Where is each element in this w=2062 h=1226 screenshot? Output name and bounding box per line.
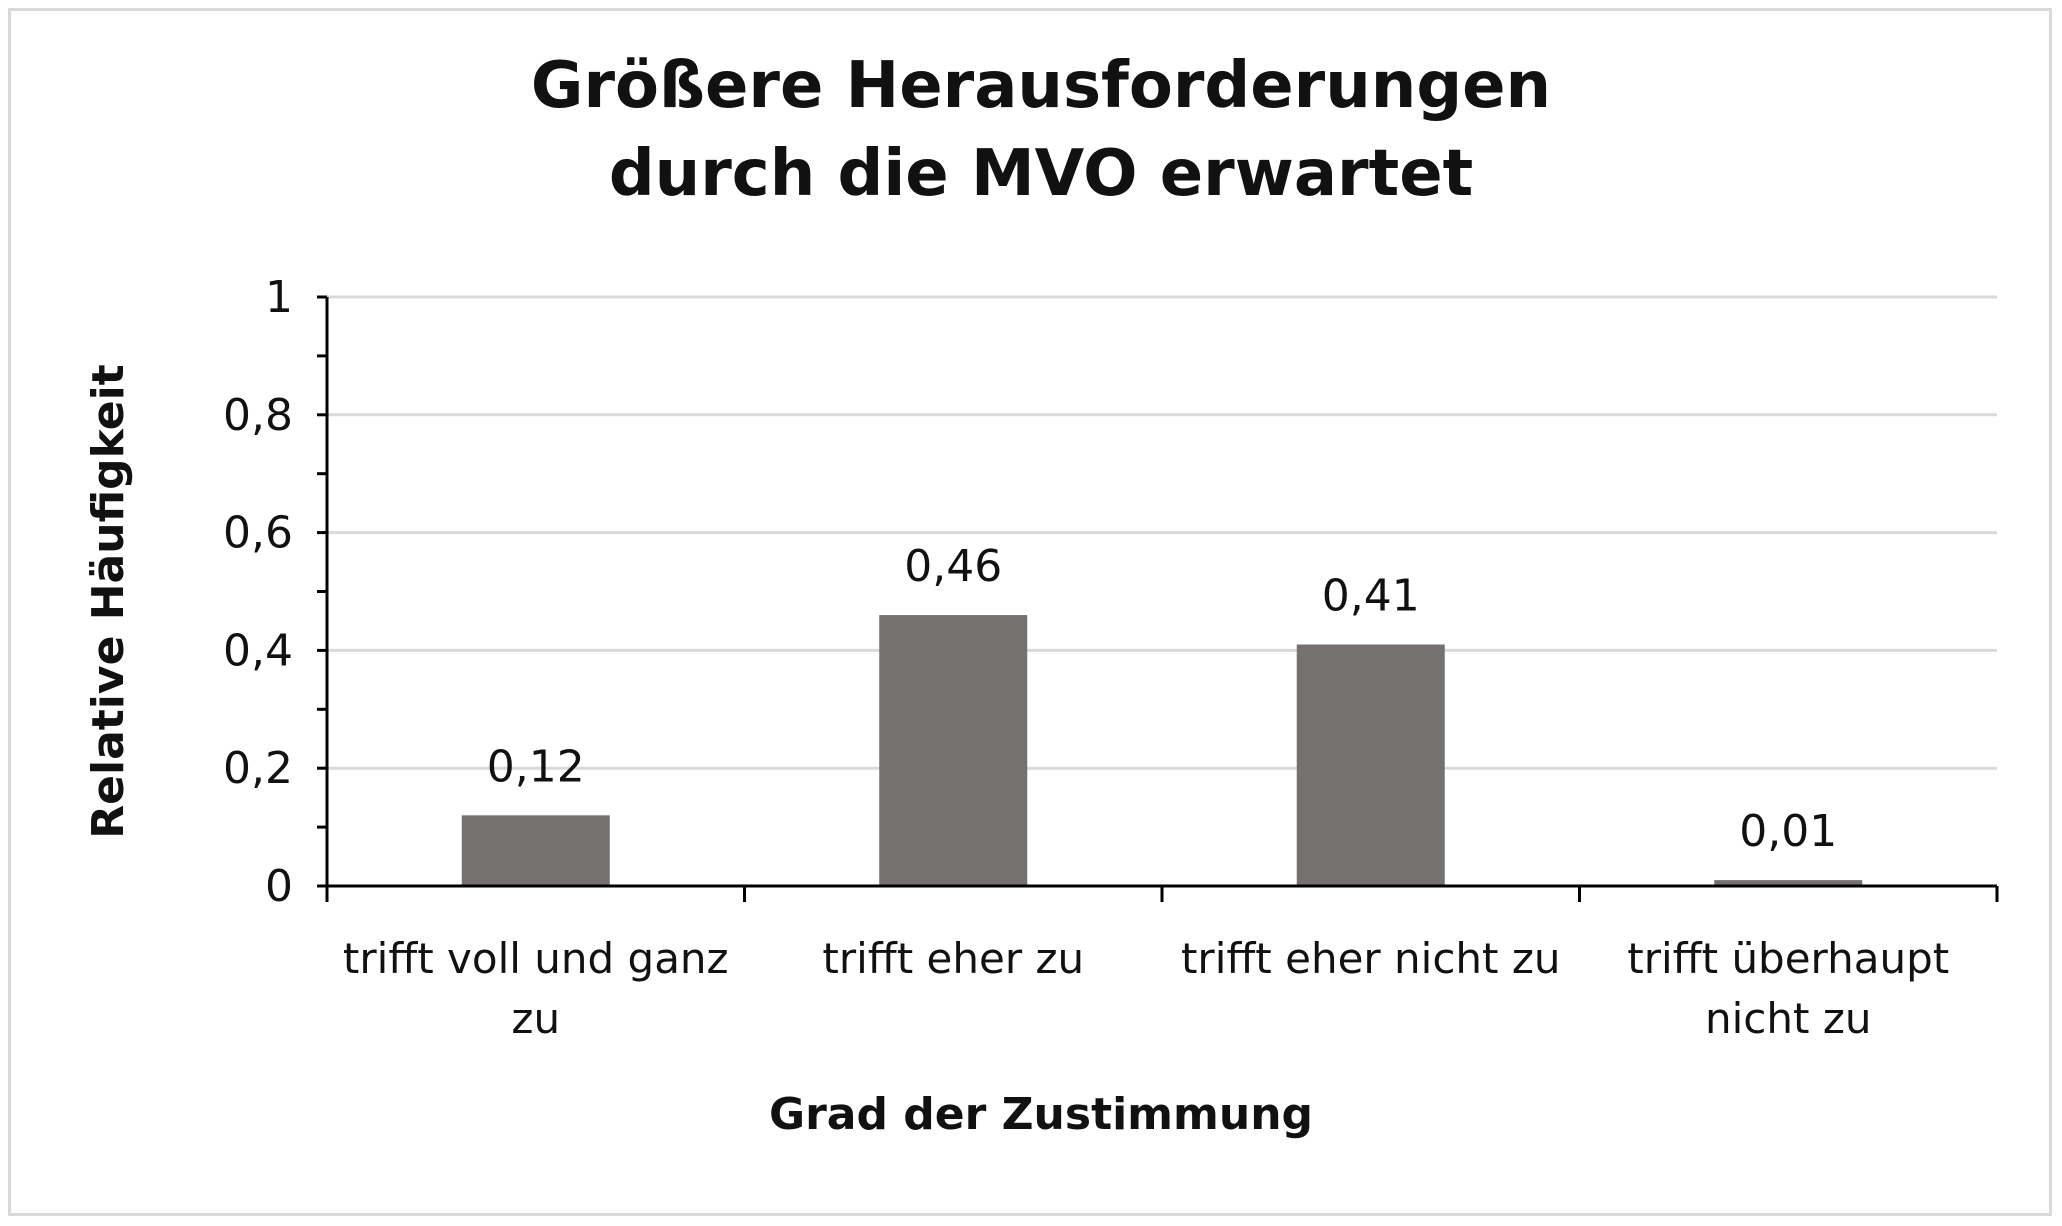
y-tick-label: 0,2 (223, 743, 293, 794)
y-tick-labels: 0 0,2 0,4 0,6 0,8 1 (223, 272, 293, 912)
y-tick-label: 1 (265, 272, 293, 323)
x-category-label: trifft eher nicht zu (1181, 934, 1561, 983)
x-category-label: trifft voll und ganz (343, 934, 729, 983)
y-tick-label: 0,8 (223, 390, 293, 441)
axes (317, 295, 1999, 902)
x-category-label: nicht zu (1705, 994, 1871, 1043)
y-tick-label: 0,6 (223, 508, 293, 559)
bar-chart: Größere Herausforderungen durch die MVO e… (83, 49, 1999, 1140)
data-label: 0,12 (487, 741, 585, 792)
y-tick-label: 0 (265, 861, 293, 912)
x-axis-title: Grad der Zustimmung (769, 1089, 1313, 1140)
x-category-label: trifft überhaupt (1627, 934, 1949, 983)
x-category-label: zu (511, 994, 560, 1043)
x-category-labels: trifft voll und ganz zu trifft eher zu trif… (343, 934, 1949, 1043)
y-axis-title: Relative Häufigkeit (83, 364, 134, 838)
data-label: 0,46 (904, 541, 1002, 592)
bars (461, 615, 1863, 886)
y-tick-label: 0,4 (223, 625, 293, 676)
gridlines (327, 295, 1997, 770)
chart-title-line: durch die MVO erwartet (609, 137, 1473, 211)
chart-title: Größere Herausforderungen durch die MVO e… (531, 49, 1551, 211)
bar (879, 615, 1028, 886)
bar (461, 815, 610, 886)
chart-title-line: Größere Herausforderungen (531, 49, 1551, 123)
data-label: 0,41 (1322, 571, 1420, 622)
data-label: 0,01 (1739, 806, 1837, 857)
chart-frame: Größere Herausforderungen durch die MVO e… (8, 8, 2052, 1216)
bar (1296, 644, 1445, 886)
data-labels: 0,12 0,46 0,41 0,01 (487, 541, 1837, 857)
bar (1714, 880, 1863, 886)
x-category-label: trifft eher zu (822, 934, 1084, 983)
